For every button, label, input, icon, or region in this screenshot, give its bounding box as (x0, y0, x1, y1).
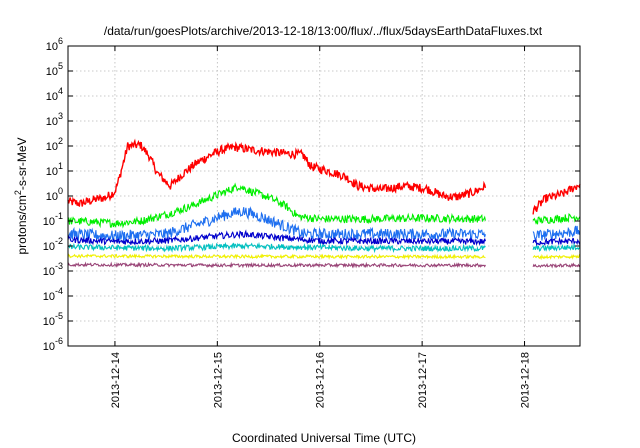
y-tick-label-base: 10 (46, 91, 58, 103)
y-tick-label-base: 10 (43, 266, 55, 278)
y-axis-title-sup: 2 (13, 190, 23, 195)
y-tick-label: 102 (46, 136, 63, 153)
y-tick-label-exp: 3 (58, 111, 63, 121)
y-tick-label: 10-5 (43, 311, 63, 328)
y-tick-label-base: 10 (46, 141, 58, 153)
y-tick-label-base: 10 (46, 66, 58, 78)
series-line-5-before-gap (67, 241, 486, 254)
y-tick-label-base: 10 (46, 116, 58, 128)
y-tick-label: 10-1 (43, 211, 63, 228)
y-tick-label: 10-6 (43, 336, 63, 353)
y-axis-title-rest: -s-sr-MeV (15, 137, 29, 190)
series-line-2-after-gap (532, 213, 581, 225)
y-tick-label-exp: -5 (55, 311, 63, 321)
y-tick-label: 10-3 (43, 261, 63, 278)
y-tick-label: 104 (46, 86, 63, 103)
grid (68, 46, 580, 346)
x-tick-label: 2013-12-17 (417, 352, 429, 408)
y-axis-title-base: protons/cm (15, 195, 29, 254)
y-tick-label-base: 10 (46, 41, 58, 53)
y-tick-label: 10-4 (43, 286, 63, 303)
y-tick-label: 103 (46, 111, 63, 128)
series-line-3-before-gap (67, 206, 486, 243)
y-axis-title: protons/cm2-s-sr-MeV (13, 137, 29, 254)
y-tick-label-exp: -2 (55, 236, 63, 246)
x-tick-label: 2013-12-18 (520, 352, 532, 408)
y-tick-label: 10-2 (43, 236, 63, 253)
series-line-1-after-gap (532, 183, 581, 215)
y-tick-label-base: 10 (43, 241, 55, 253)
series-line-2-before-gap (67, 182, 486, 229)
series-line-7-after-gap (532, 262, 581, 269)
series-line-7-before-gap (67, 261, 486, 269)
y-tick-label: 100 (46, 186, 63, 203)
series-line-6-after-gap (532, 253, 581, 261)
chart-title: /data/run/goesPlots/archive/2013-12-18/1… (104, 24, 543, 38)
y-tick-label-exp: 4 (58, 86, 63, 96)
series-line-4-before-gap (67, 229, 486, 247)
y-tick-label-base: 10 (43, 216, 55, 228)
y-tick-label-exp: 2 (58, 136, 63, 146)
y-tick-label-base: 10 (46, 166, 58, 178)
y-tick-label-exp: 1 (58, 161, 63, 171)
series-line-1-before-gap (67, 138, 487, 208)
y-tick-label-base: 10 (46, 191, 58, 203)
y-tick-label-exp: 6 (58, 36, 63, 46)
y-tick-label-base: 10 (43, 291, 55, 303)
y-tick-label-exp: -1 (55, 211, 63, 221)
y-tick-label-exp: -6 (55, 336, 63, 346)
y-tick-label-exp: -3 (55, 261, 63, 271)
y-tick-label-base: 10 (43, 316, 55, 328)
x-axis-title: Coordinated Universal Time (UTC) (232, 431, 416, 445)
series-line-5-after-gap (532, 242, 581, 252)
series-group (67, 138, 581, 269)
x-tick-label: 2013-12-15 (212, 352, 224, 408)
x-tick-label: 2013-12-14 (110, 352, 122, 408)
y-tick-label: 106 (46, 36, 63, 53)
y-tick-label-base: 10 (43, 341, 55, 353)
y-tick-label: 101 (46, 161, 63, 178)
y-tick-label-exp: -4 (55, 286, 63, 296)
y-tick-label-exp: 0 (58, 186, 63, 196)
y-axis: 10-610-510-410-310-210-11001011021031041… (43, 36, 580, 353)
series-line-3-after-gap (532, 225, 581, 243)
x-axis: 2013-12-14 2013-12-15 2013-12-16 2013-12-17… (110, 46, 532, 408)
y-tick-label-exp: 5 (58, 61, 63, 71)
y-tick-label: 105 (46, 61, 63, 78)
series-line-6-before-gap (67, 253, 486, 260)
x-tick-label: 2013-12-16 (315, 352, 327, 408)
series-line-4-after-gap (532, 236, 581, 247)
